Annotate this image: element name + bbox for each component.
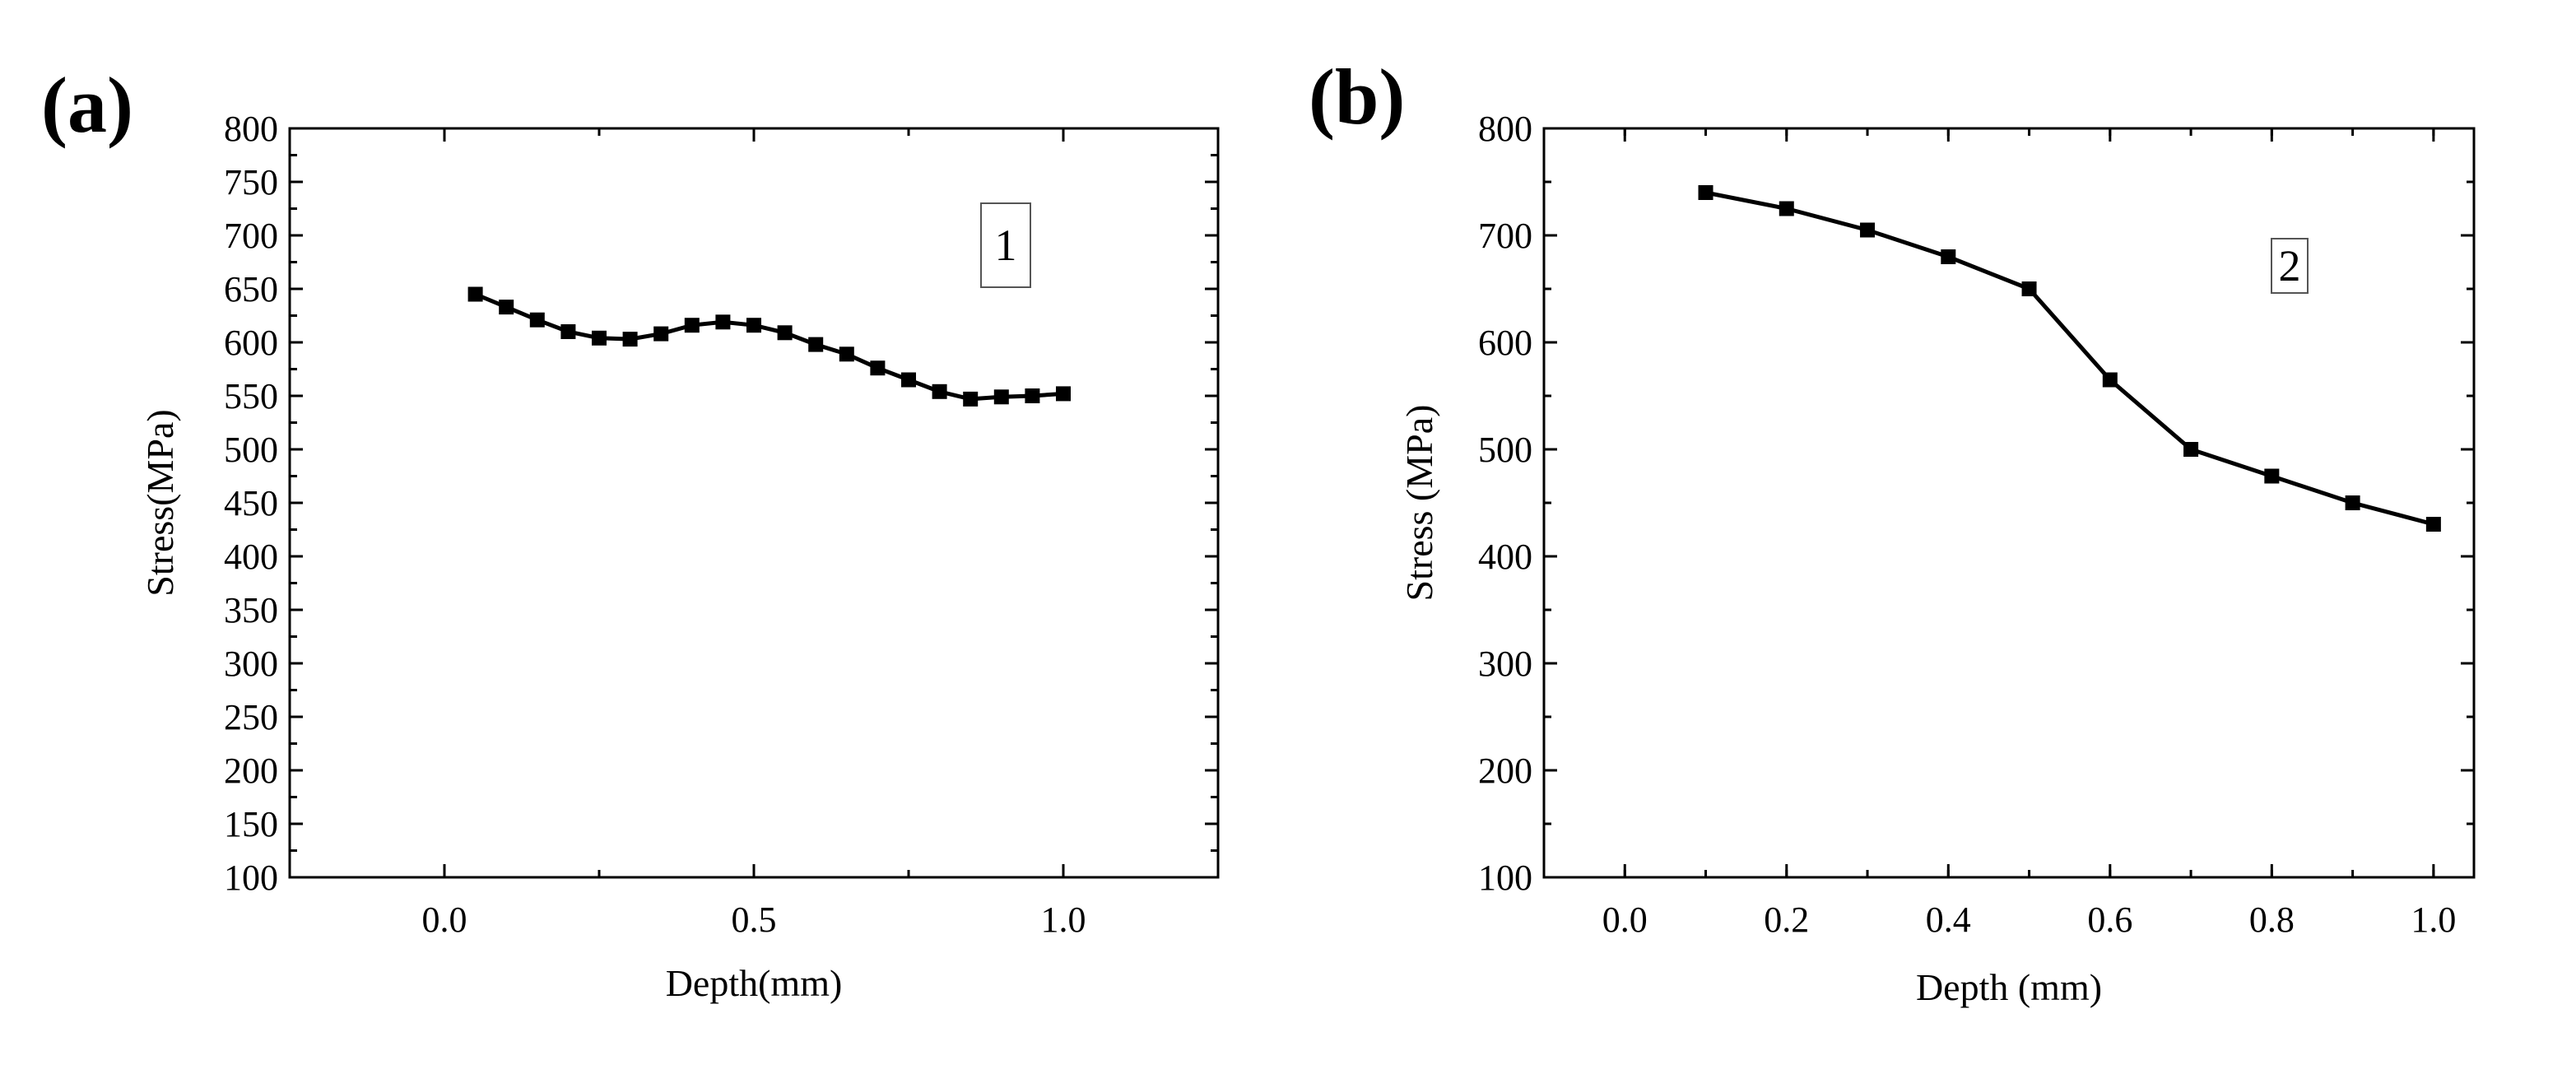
y-tick-label: 100 (1478, 858, 1532, 898)
y-tick-label: 300 (224, 644, 278, 684)
y-axis-title: Stress (MPa) (1398, 405, 1440, 602)
data-point (560, 324, 576, 339)
data-point (2183, 442, 2199, 457)
y-tick-label: 350 (224, 590, 278, 630)
data-point (1056, 386, 1071, 402)
data-point (684, 318, 700, 333)
annotation-label: 2 (2279, 241, 2301, 291)
chart-panel-a: (a) 100 150 200 250 300 350 400 450 500 550 600 650 7… (41, 61, 1220, 1004)
data-point (963, 391, 979, 407)
panel-label: (a) (41, 61, 133, 149)
data-point (2102, 372, 2118, 388)
x-axis-title: Depth (mm) (1916, 966, 2102, 1008)
x-tick-label: 0.0 (422, 900, 467, 940)
y-tick-label: 400 (224, 537, 278, 577)
data-point (592, 330, 607, 346)
data-point (499, 300, 514, 315)
y-tick-label: 500 (1478, 430, 1532, 470)
x-axis-title: Depth(mm) (666, 962, 843, 1004)
x-tick-label: 0.4 (1926, 900, 1971, 940)
chart-panel-b: (b) 100 200 300 400 500 600 700 800 0.0 0.2 0.4 0.6 0… (1309, 53, 2476, 1008)
data-point (746, 318, 761, 333)
annotation-label: 1 (995, 221, 1017, 270)
y-tick-label: 500 (224, 430, 278, 470)
data-point (1779, 201, 1794, 216)
data-point (870, 360, 886, 376)
x-tick-label: 1.0 (2411, 900, 2456, 940)
y-tick-label: 100 (224, 858, 278, 898)
y-tick-label: 200 (1478, 751, 1532, 791)
data-point (1025, 388, 1040, 403)
x-tick-label: 1.0 (1041, 900, 1086, 940)
x-tick-label: 0.2 (1764, 900, 1809, 940)
data-point (529, 312, 545, 328)
x-tick-label: 0.0 (1602, 900, 1648, 940)
data-point (932, 384, 947, 399)
annotation-box (980, 202, 1031, 288)
panel-label: (b) (1309, 53, 1405, 141)
y-tick-label: 650 (224, 269, 278, 309)
data-point (1860, 222, 1876, 238)
series-line (474, 292, 1064, 402)
data-point (808, 337, 824, 352)
y-tick-label: 450 (224, 483, 278, 523)
data-point (1941, 249, 1956, 264)
y-tick-label: 300 (1478, 644, 1532, 684)
y-axis-title: Stress(MPa) (139, 409, 181, 596)
y-tick-label: 800 (224, 109, 278, 149)
data-point (1698, 185, 1713, 200)
data-point (777, 325, 793, 341)
data-point (467, 286, 483, 302)
data-point (901, 372, 916, 388)
plot-frame (288, 127, 1220, 879)
annotation-box (2271, 238, 2309, 294)
series-line (1705, 190, 2434, 527)
x-tick-label: 0.5 (732, 900, 777, 940)
y-tick-label: 800 (1478, 109, 1532, 149)
y-tick-label: 600 (224, 323, 278, 363)
y-tick-label: 600 (1478, 323, 1532, 363)
data-point (993, 389, 1009, 405)
y-tick-label: 400 (1478, 537, 1532, 577)
data-point (622, 332, 638, 347)
data-point (653, 326, 669, 342)
y-tick-label: 700 (1478, 216, 1532, 256)
data-point (715, 314, 731, 330)
data-point (2425, 517, 2441, 532)
y-tick-label: 150 (224, 804, 278, 844)
data-point (2264, 468, 2280, 484)
data-point (839, 346, 854, 362)
x-tick-label: 0.8 (2249, 900, 2295, 940)
y-tick-label: 700 (224, 216, 278, 256)
y-tick-label: 550 (224, 376, 278, 416)
y-tick-label: 250 (224, 697, 278, 737)
plot-frame (1542, 127, 2476, 879)
y-tick-label: 200 (224, 751, 278, 791)
y-tick-label: 750 (224, 162, 278, 202)
data-point (2345, 495, 2360, 510)
x-tick-label: 0.6 (2087, 900, 2132, 940)
data-point (2021, 281, 2037, 296)
